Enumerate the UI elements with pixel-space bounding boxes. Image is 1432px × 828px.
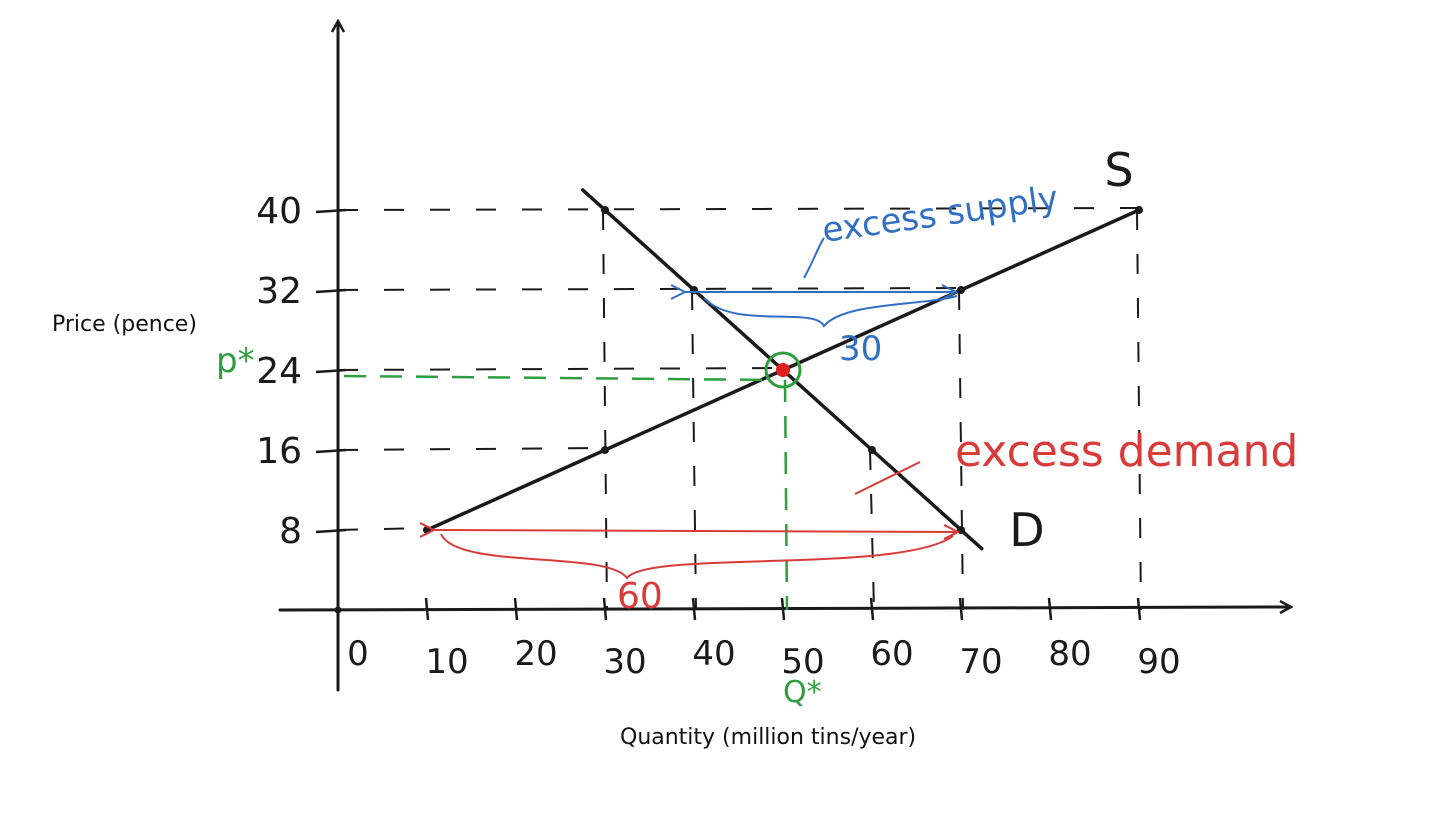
equilibrium-price-label: p* <box>216 341 255 381</box>
h-guide-32 <box>337 287 962 291</box>
y-tick-label-40: 40 <box>256 191 302 232</box>
eq-quantity-guide <box>783 379 789 611</box>
x-tick-label-50: 50 <box>781 642 824 682</box>
excess-supply-value: 30 <box>839 329 882 369</box>
x-tick-label-60: 60 <box>870 634 913 674</box>
excess-demand-arrow <box>419 522 961 540</box>
v-guide-90 <box>1136 209 1142 611</box>
y-tick-mark-8 <box>315 528 347 534</box>
y-tick-mark-16 <box>315 448 347 454</box>
h-guide-16 <box>337 447 606 451</box>
point-S-70 <box>957 286 965 294</box>
axis-ticks <box>315 208 1142 621</box>
eq-price-guide <box>343 374 776 382</box>
x-tick-mark-20 <box>513 597 519 621</box>
axes <box>278 22 1290 692</box>
x-tick-mark-70 <box>958 597 964 621</box>
x-tick-mark-90 <box>1136 597 1142 621</box>
series-label-S: S <box>1104 143 1133 197</box>
x-tick-mark-10 <box>424 597 430 621</box>
point-D-30 <box>601 206 609 214</box>
x-tick-mark-50 <box>780 597 786 621</box>
y-tick-label-16: 16 <box>256 431 302 472</box>
y-tick-mark-24 <box>315 368 347 374</box>
point-D-60 <box>868 446 876 454</box>
point-S-10 <box>423 526 431 534</box>
excess-demand-label: excess demand <box>955 426 1298 477</box>
excess-demand-brace <box>440 533 954 580</box>
point-D-70 <box>957 526 965 534</box>
x-tick-label-30: 30 <box>603 642 646 682</box>
v-guide-30 <box>602 209 608 611</box>
y-axis-title: Price (pence) <box>52 312 197 337</box>
y-tick-label-8: 8 <box>279 511 302 552</box>
excess-supply-brace <box>703 295 958 328</box>
y-tick-label-24: 24 <box>256 351 302 392</box>
x-axis <box>278 607 1290 610</box>
tick-labels: 0 10 20 30 40 50 60 70 80 90 8 16 24 32 40 <box>256 191 1180 682</box>
v-guide-60 <box>869 449 875 611</box>
excess-supply-label: excess supply <box>820 178 1061 251</box>
y-tick-label-32: 32 <box>256 271 302 312</box>
x-tick-mark-80 <box>1047 597 1053 621</box>
origin-point <box>334 606 342 614</box>
x-tick-mark-30 <box>602 597 608 621</box>
point-S-30 <box>601 446 609 454</box>
v-guide-70 <box>958 289 964 611</box>
v-guide-40 <box>691 289 697 611</box>
point-S-90 <box>1135 206 1143 214</box>
x-tick-label-80: 80 <box>1048 634 1091 674</box>
x-tick-label-0: 0 <box>347 634 369 674</box>
annotations: p* Q* 30 excess supply 60 excess demand <box>216 178 1298 710</box>
x-tick-label-40: 40 <box>692 634 735 674</box>
equilibrium-point <box>776 363 790 377</box>
x-tick-label-10: 10 <box>425 642 468 682</box>
x-tick-mark-40 <box>691 597 697 621</box>
x-tick-label-20: 20 <box>514 634 557 674</box>
x-tick-label-90: 90 <box>1137 642 1180 682</box>
x-axis-title: Quantity (million tins/year) <box>620 725 916 750</box>
excess-demand-pointer <box>854 461 921 495</box>
series-label-D: D <box>1009 503 1044 557</box>
h-guide-8 <box>337 527 428 531</box>
h-guide-24 <box>337 367 784 371</box>
equilibrium-circle <box>764 351 802 389</box>
equilibrium-quantity-label: Q* <box>783 675 822 710</box>
x-tick-label-70: 70 <box>959 642 1002 682</box>
y-tick-mark-32 <box>315 288 347 294</box>
x-tick-mark-60 <box>869 597 875 621</box>
excess-demand-value: 60 <box>617 576 663 617</box>
y-tick-mark-40 <box>315 208 347 214</box>
excess-supply-pointer <box>803 237 825 279</box>
